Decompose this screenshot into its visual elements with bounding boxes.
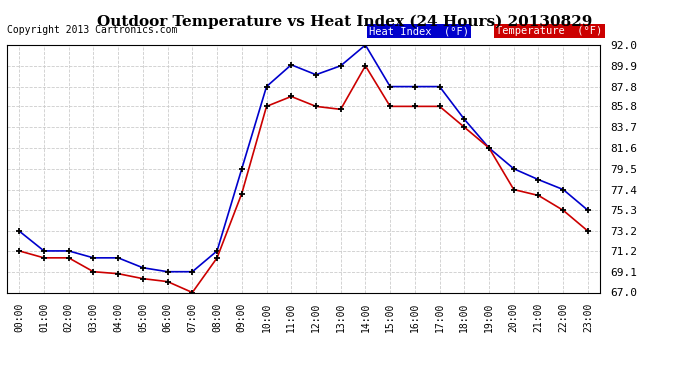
- Text: Temperature  (°F): Temperature (°F): [496, 26, 602, 36]
- Text: Outdoor Temperature vs Heat Index (24 Hours) 20130829: Outdoor Temperature vs Heat Index (24 Ho…: [97, 15, 593, 29]
- Text: Copyright 2013 Cartronics.com: Copyright 2013 Cartronics.com: [7, 25, 177, 35]
- Text: Heat Index  (°F): Heat Index (°F): [369, 26, 469, 36]
